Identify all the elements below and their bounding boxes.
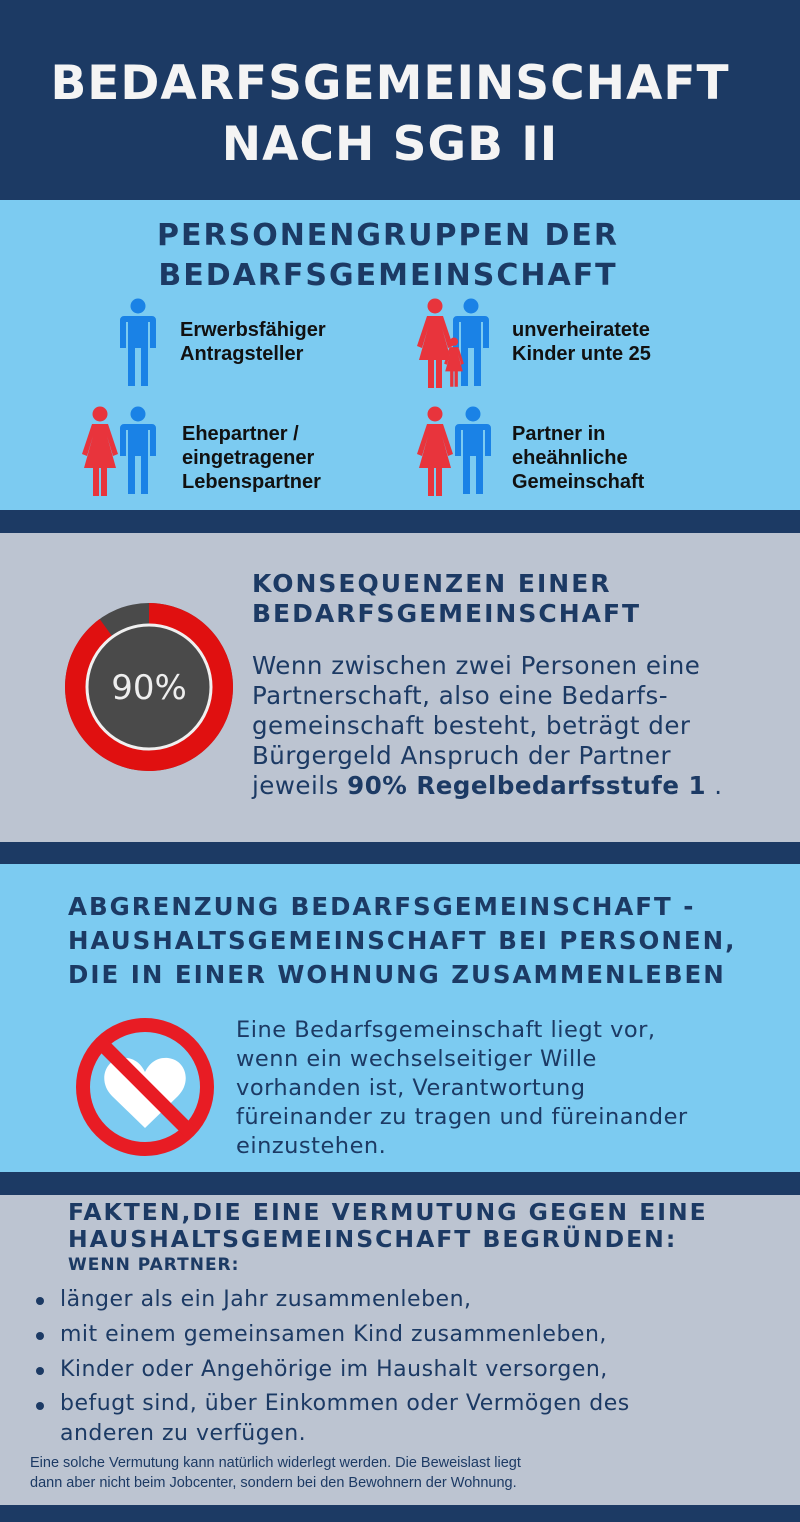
- heading-line: BEDARFSGEMEINSCHAFT: [252, 599, 642, 628]
- heading-line: PERSONENGRUPPEN DER: [157, 218, 619, 253]
- body-text: jeweils: [252, 771, 348, 800]
- label-line: eheähnliche: [512, 447, 628, 469]
- section-personengruppen: PERSONENGRUPPEN DER BEDARFSGEMEINSCHAFT …: [0, 200, 800, 510]
- label-line: Partner in: [512, 423, 606, 445]
- percentage-gauge: 90%: [65, 603, 233, 771]
- heading-line: KONSEQUENZEN EINER: [252, 569, 612, 598]
- footnote-line: Eine solche Vermutung kann natürlich wid…: [30, 1455, 521, 1471]
- body-line: Bürgergeld Anspruch der Partner: [252, 741, 672, 770]
- body-line: wenn ein wechselseitiger Wille: [236, 1046, 597, 1072]
- heading-line: HAUSHALTSGEMEINSCHAFT BEGRÜNDEN:: [68, 1225, 678, 1253]
- body-bold-text: 90% Regelbedarfsstufe 1: [347, 771, 707, 800]
- body-line: Wenn zwischen zwei Personen eine: [252, 651, 701, 680]
- family-with-child-icon: [415, 298, 495, 390]
- body-line: vorhanden ist, Verantwortung: [236, 1075, 586, 1101]
- label-line: Antragsteller: [180, 343, 304, 365]
- section4-heading: FAKTEN,DIE EINE VERMUTUNG GEGEN EINE HAU…: [68, 1199, 708, 1253]
- body-line: gemeinschaft besteht, beträgt der: [252, 711, 691, 740]
- label-line: unverheiratete: [512, 319, 650, 341]
- section2-heading: KONSEQUENZEN EINER BEDARFSGEMEINSCHAFT: [252, 569, 641, 629]
- footnote: Eine solche Vermutung kann natürlich wid…: [30, 1453, 521, 1493]
- section3-heading: ABGRENZUNG BEDARFSGEMEINSCHAFT - HAUSHAL…: [68, 890, 736, 992]
- list-item: befugt sind, über Einkommen oder Vermöge…: [32, 1387, 692, 1449]
- man-icon: [118, 298, 158, 388]
- no-heart-icon: [76, 1018, 214, 1156]
- group-label-kinder: unverheiratete Kinder unte 25: [512, 318, 651, 366]
- list-item: länger als ein Jahr zusammenleben,: [32, 1282, 692, 1317]
- title-line-1: BEDARFSGEMEINSCHAFT: [50, 56, 730, 111]
- list-item: mit einem gemeinsamen Kind zusammenleben…: [32, 1317, 692, 1352]
- body-line: füreinander zu tragen und füreinander: [236, 1104, 688, 1130]
- list-item: Kinder oder Angehörige im Haushalt verso…: [32, 1352, 692, 1387]
- couple-icon: [415, 406, 495, 498]
- section4-subheading: WENN PARTNER:: [68, 1255, 240, 1275]
- heading-line: HAUSHALTSGEMEINSCHAFT BEI PERSONEN,: [68, 926, 737, 955]
- couple-icon: [80, 406, 160, 498]
- group-label-ehepartner: Ehepartner / eingetragener Lebenspartner: [182, 422, 321, 494]
- section2-body: Wenn zwischen zwei Personen eine Partner…: [252, 651, 723, 801]
- section1-heading: PERSONENGRUPPEN DER BEDARFSGEMEINSCHAFT: [0, 216, 776, 296]
- section3-body: Eine Bedarfsgemeinschaft liegt vor, wenn…: [236, 1016, 688, 1161]
- title-line-2: NACH SGB II: [221, 117, 559, 172]
- label-line: Erwerbsfähiger: [180, 319, 326, 341]
- heading-line: FAKTEN,DIE EINE VERMUTUNG GEGEN EINE: [68, 1198, 708, 1226]
- heading-line: DIE IN EINER WOHNUNG ZUSAMMENLEBEN: [68, 960, 726, 989]
- body-line: Partnerschaft, also eine Bedarfs-: [252, 681, 669, 710]
- label-line: eingetragener: [182, 447, 315, 469]
- body-text: .: [706, 771, 723, 800]
- heading-line: ABGRENZUNG BEDARFSGEMEINSCHAFT -: [68, 892, 696, 921]
- body-line: einzustehen.: [236, 1133, 387, 1159]
- header: BEDARFSGEMEINSCHAFT NACH SGB II: [0, 0, 800, 200]
- heading-line: BEDARFSGEMEINSCHAFT: [158, 258, 618, 293]
- label-line: Kinder unte 25: [512, 343, 651, 365]
- label-line: Ehepartner /: [182, 423, 299, 445]
- label-line: Lebenspartner: [182, 471, 321, 493]
- section-abgrenzung: ABGRENZUNG BEDARFSGEMEINSCHAFT - HAUSHAL…: [0, 864, 800, 1172]
- body-line: jeweils 90% Regelbedarfsstufe 1 .: [252, 771, 723, 801]
- facts-list: länger als ein Jahr zusammenleben, mit e…: [32, 1282, 692, 1449]
- section-fakten: FAKTEN,DIE EINE VERMUTUNG GEGEN EINE HAU…: [0, 1195, 800, 1505]
- gauge-label: 90%: [111, 668, 187, 708]
- section-konsequenzen: KONSEQUENZEN EINER BEDARFSGEMEINSCHAFT 9…: [0, 533, 800, 842]
- body-line: Eine Bedarfsgemeinschaft liegt vor,: [236, 1017, 656, 1043]
- group-label-antragsteller: Erwerbsfähiger Antragsteller: [180, 318, 326, 366]
- gauge-center: [85, 623, 213, 751]
- footnote-line: dann aber nicht beim Jobcenter, sondern …: [30, 1475, 517, 1491]
- group-label-partner: Partner in eheähnliche Gemeinschaft: [512, 422, 644, 494]
- label-line: Gemeinschaft: [512, 471, 645, 493]
